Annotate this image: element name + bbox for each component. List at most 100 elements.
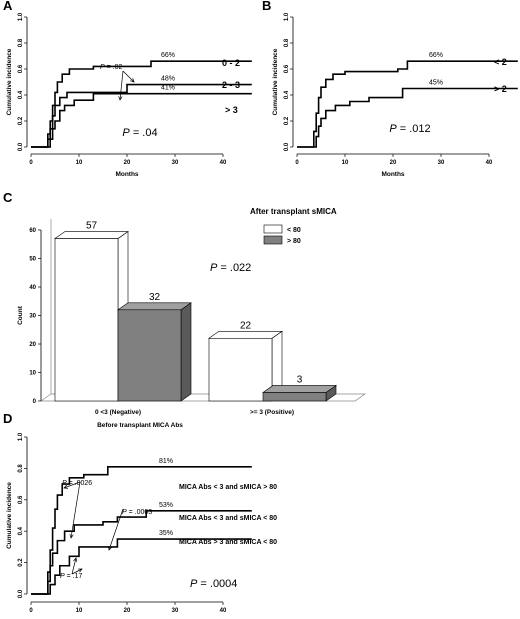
end-percent-label: 81% bbox=[159, 458, 173, 465]
y-tick-label: 0.0 bbox=[18, 589, 24, 598]
x-tick-label: 40 bbox=[486, 160, 493, 166]
series-line bbox=[297, 87, 518, 148]
annotation-d-1: P = .0026 bbox=[62, 480, 92, 487]
x-tick-label: 20 bbox=[124, 608, 131, 614]
p-value-c: P = .022 bbox=[210, 262, 251, 274]
y-axis-label: Count bbox=[17, 305, 24, 325]
y-tick-label: 40 bbox=[29, 285, 36, 291]
bar-side bbox=[180, 302, 192, 402]
x-tick-label: 0 bbox=[29, 608, 33, 614]
y-tick-label: 0.4 bbox=[284, 90, 290, 99]
category-label: 0 <3 (Negative) bbox=[95, 409, 141, 416]
legend-label: < 80 bbox=[287, 227, 301, 234]
x-tick-label: 30 bbox=[172, 608, 179, 614]
bar bbox=[262, 392, 327, 402]
y-tick-label: 0.2 bbox=[18, 116, 24, 125]
legend-title-c: After transplant sMICA bbox=[250, 207, 337, 216]
bar-top bbox=[54, 231, 129, 239]
annotation-arrow bbox=[71, 568, 83, 575]
end-percent-label: 66% bbox=[161, 52, 175, 59]
y-tick-label: 0.2 bbox=[18, 558, 24, 567]
y-axis-label: Cumulative incidence bbox=[6, 48, 13, 115]
y-tick-label: 0.0 bbox=[18, 142, 24, 151]
x-tick-label: 20 bbox=[124, 160, 131, 166]
x-tick-label: 10 bbox=[76, 608, 83, 614]
series-line bbox=[31, 509, 252, 595]
annotation-arrowhead bbox=[118, 96, 123, 101]
annotation-arrow bbox=[119, 70, 124, 101]
annotation-arrowhead bbox=[77, 568, 83, 573]
x-tick-label: 0 bbox=[295, 160, 299, 166]
y-axis-label: Cumulative incidence bbox=[272, 48, 279, 115]
bar-top bbox=[262, 385, 337, 393]
y-tick-label: 30 bbox=[29, 314, 36, 320]
p-value-a: P = .04 bbox=[122, 127, 157, 139]
series-label: 2 - 3 bbox=[222, 80, 240, 90]
x-tick-label: 10 bbox=[342, 160, 349, 166]
y-tick-label: 1.0 bbox=[18, 12, 24, 21]
bar-chart-c: 0 10 20 30 40 50 60 Count 57 32 0 <3 (Negative) 22 3… bbox=[17, 219, 367, 429]
annotation-arrowhead bbox=[130, 78, 135, 83]
annotation-arrow bbox=[122, 70, 135, 83]
y-tick-label: 0.8 bbox=[18, 464, 24, 473]
x-tick-label: 40 bbox=[220, 608, 227, 614]
y-tick-label: 50 bbox=[29, 257, 36, 263]
y-tick-label: 0.4 bbox=[18, 526, 24, 535]
km-chart-a: 0.0 0.2 0.4 0.6 0.8 1.0 0 10 20 30 40 Months Cumulat… bbox=[6, 12, 252, 178]
y-tick-label: 1.0 bbox=[284, 12, 290, 21]
y-tick-label: 0.0 bbox=[284, 142, 290, 151]
y-tick-label: 10 bbox=[29, 371, 36, 377]
series-label: > 2 bbox=[494, 84, 507, 94]
back-wall bbox=[40, 219, 52, 402]
bar-value-label: 3 bbox=[297, 374, 303, 385]
annotation-arrowhead bbox=[69, 534, 74, 539]
bar bbox=[208, 337, 273, 402]
series-line bbox=[31, 466, 252, 595]
series-label: > 3 bbox=[225, 105, 238, 115]
annotation-arrow bbox=[71, 557, 77, 575]
annotation-arrow bbox=[63, 481, 81, 489]
x-tick-label: 40 bbox=[220, 160, 227, 166]
y-tick-label: 20 bbox=[29, 342, 36, 348]
km-chart-b: 0.0 0.2 0.4 0.6 0.8 1.0 0 10 20 30 40 Months Cumulat… bbox=[272, 12, 518, 178]
annotation-arrowhead bbox=[73, 557, 78, 562]
bar-value-label: 22 bbox=[240, 320, 252, 331]
series-label: MICA Abs > 3 and sMICA < 80 bbox=[179, 539, 277, 546]
y-tick-label: 0.8 bbox=[284, 38, 290, 47]
bar-value-label: 57 bbox=[86, 221, 98, 232]
x-tick-label: 10 bbox=[76, 160, 83, 166]
x-axis-label: Months bbox=[381, 171, 404, 178]
bar-value-label: 32 bbox=[149, 292, 161, 303]
series-line bbox=[31, 92, 252, 148]
bar-top bbox=[208, 331, 283, 339]
series-line bbox=[31, 60, 252, 148]
x-axis-label: Months bbox=[115, 171, 138, 178]
annotation-arrowhead bbox=[108, 545, 113, 551]
annotation-arrow bbox=[70, 481, 81, 539]
annotation-d-2: P = .0003 bbox=[122, 509, 152, 516]
y-tick-label: 0.6 bbox=[284, 64, 290, 73]
y-tick-label: 0.4 bbox=[18, 90, 24, 99]
series-label: < 2 bbox=[494, 57, 507, 67]
panel-letter-b: B bbox=[262, 0, 271, 13]
legend-swatch bbox=[263, 235, 283, 245]
y-tick-label: 0.2 bbox=[284, 116, 290, 125]
series-line bbox=[31, 83, 252, 148]
x-tick-label: 30 bbox=[438, 160, 445, 166]
y-tick-label: 0.6 bbox=[18, 64, 24, 73]
p-value-d: P = .0004 bbox=[190, 578, 237, 590]
km-chart-d: 0.00.20.40.60.81.0010203040MonthsCumulat… bbox=[6, 432, 277, 614]
category-label: >= 3 (Positive) bbox=[250, 409, 294, 416]
end-percent-label: 45% bbox=[429, 80, 443, 87]
y-axis-label: Cumulative incidence bbox=[6, 482, 13, 549]
series-label: MICA Abs < 3 and sMICA > 80 bbox=[179, 484, 277, 491]
end-percent-label: 66% bbox=[429, 52, 443, 59]
x-tick-label: 0 bbox=[29, 160, 33, 166]
annotation-arrowhead bbox=[63, 484, 69, 489]
x-tick-label: 30 bbox=[172, 160, 179, 166]
legend-label: > 80 bbox=[287, 238, 301, 245]
end-percent-label: 53% bbox=[159, 502, 173, 509]
end-percent-label: 35% bbox=[159, 530, 173, 537]
panel-letter-a: A bbox=[3, 0, 13, 13]
